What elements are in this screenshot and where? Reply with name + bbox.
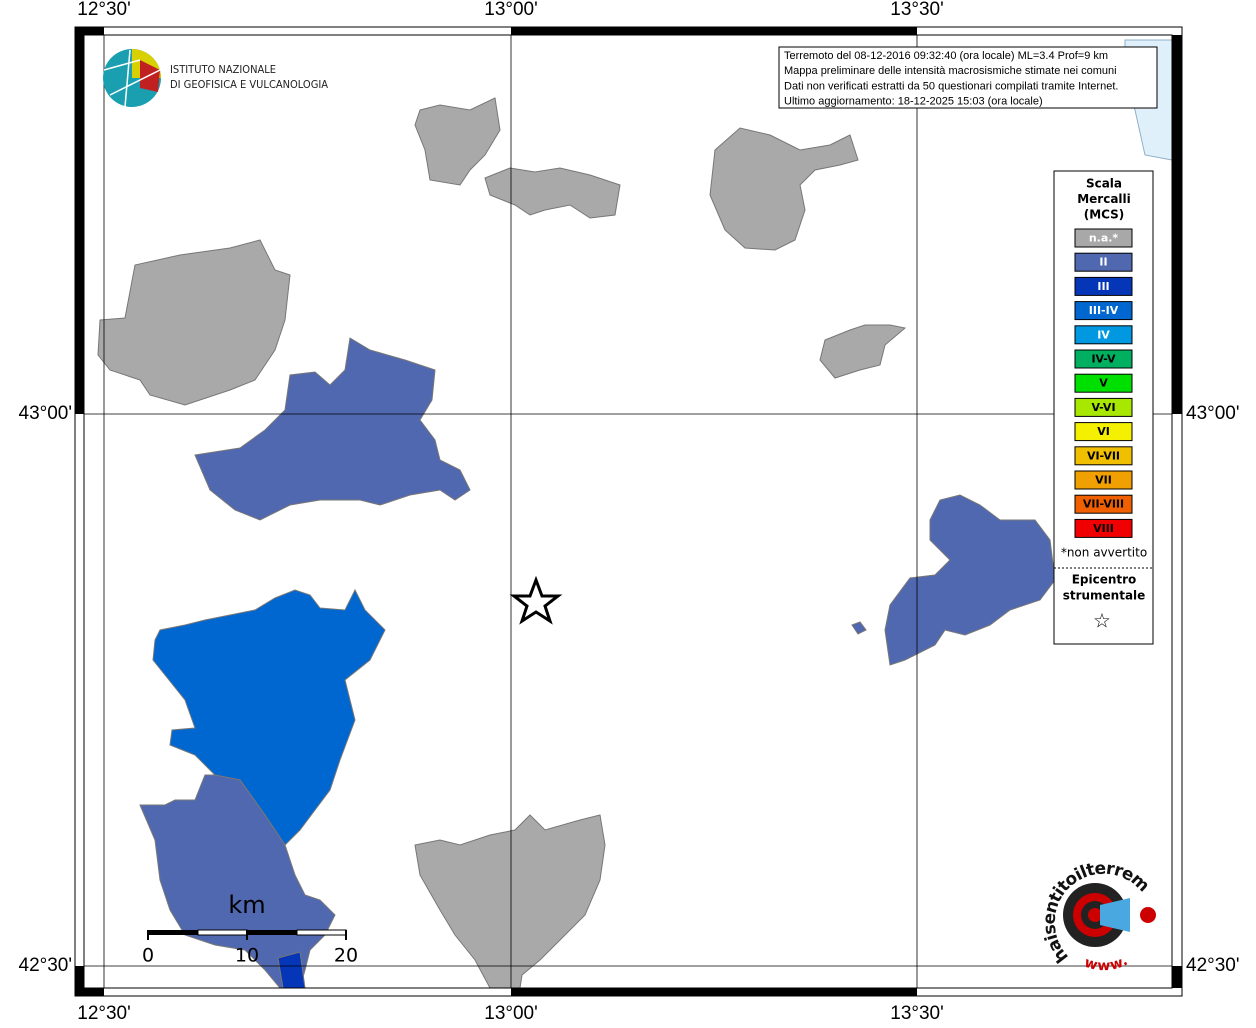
lat-label: 42°30'	[1186, 955, 1240, 976]
info-box: Terremoto del 08-12-2016 09:32:40 (ora l…	[778, 46, 1158, 109]
legend-swatch	[1074, 325, 1133, 345]
legend-title: (MCS)	[1084, 208, 1125, 222]
axis-labels: 12°30' 12°30' 13°00' 13°00' 13°30' 13°30' 43°0…	[19, 0, 1240, 1024]
legend-label: III	[1097, 280, 1109, 293]
scale-bar: km 0 10 20	[142, 891, 358, 967]
graticule	[84, 35, 1172, 988]
legend-label: VI-VII	[1087, 449, 1120, 462]
legend-label: VIII	[1093, 522, 1114, 535]
legend-swatch	[1074, 494, 1133, 514]
lon-label: 13°00'	[484, 1003, 538, 1024]
site-prefix: www.	[1083, 953, 1131, 974]
legend-swatch	[1074, 470, 1133, 490]
legend-swatch	[1074, 301, 1133, 321]
legend-label: IV	[1097, 328, 1110, 341]
legend-label: n.a.*	[1089, 232, 1119, 245]
legend-label: VI	[1097, 425, 1110, 438]
legend-note: *non avvertito	[1061, 546, 1147, 560]
legend-epicenter: Epicentro	[1072, 573, 1137, 587]
info-line: Terremoto del 08-12-2016 09:32:40 (ora l…	[784, 50, 1108, 62]
lon-label: 13°30'	[890, 1003, 944, 1024]
legend-label: VII	[1095, 474, 1112, 487]
institute-name: ISTITUTO NAZIONALE	[170, 63, 276, 76]
lon-label: 13°30'	[890, 0, 944, 20]
info-line: Dati non verificati estratti da 50 quest…	[784, 80, 1118, 92]
ingv-logo: ISTITUTO NAZIONALE DI GEOFISICA E VULCAN…	[103, 49, 328, 108]
legend-title: Mercalli	[1077, 192, 1131, 206]
legend-swatch	[1074, 446, 1133, 466]
legend-label: VII-VIII	[1083, 498, 1124, 511]
lon-label: 12°30'	[77, 0, 131, 20]
institute-name: DI GEOFISICA E VULCANOLOGIA	[170, 78, 328, 91]
legend-label: III-IV	[1089, 304, 1119, 317]
legend-swatch	[1074, 349, 1133, 369]
frame	[74, 26, 1183, 997]
legend-label: V	[1099, 377, 1108, 390]
info-line: Mappa preliminare delle intensità macros…	[784, 65, 1117, 77]
site-prefix: www.	[1083, 953, 1131, 974]
scale-tick-label: 10	[235, 945, 259, 967]
legend-epicenter: strumentale	[1063, 589, 1146, 603]
legend-label: II	[1099, 256, 1107, 269]
legend-swatch	[1074, 397, 1133, 417]
legend-star: ☆	[1093, 609, 1111, 633]
legend-swatch	[1074, 228, 1133, 248]
lon-label: 13°00'	[484, 0, 538, 20]
legend: ScalaMercalli(MCS)n.a.*IIIIIIII-IVIVIV-V…	[1053, 170, 1154, 645]
legend-label: V-VI	[1091, 401, 1115, 414]
lon-label: 12°30'	[77, 1003, 131, 1024]
legend-title: Scala	[1086, 177, 1122, 191]
legend-swatch	[1074, 373, 1133, 393]
scale-tick-label: 0	[142, 945, 154, 967]
scale-unit: km	[228, 891, 265, 919]
legend-swatch	[1074, 276, 1133, 296]
scale-tick-label: 20	[334, 945, 358, 967]
legend-swatch	[1074, 422, 1133, 442]
epicenter	[509, 575, 563, 625]
lat-label: 43°00'	[1186, 403, 1240, 424]
lat-label: 43°00'	[19, 403, 73, 424]
legend-swatch	[1074, 252, 1133, 272]
municipalities	[97, 97, 1056, 989]
legend-label: IV-V	[1091, 353, 1116, 366]
lat-label: 42°30'	[19, 955, 73, 976]
legend-swatch	[1074, 518, 1133, 538]
info-line: Ultimo aggiornamento: 18-12-2025 15:03 (…	[784, 96, 1043, 108]
